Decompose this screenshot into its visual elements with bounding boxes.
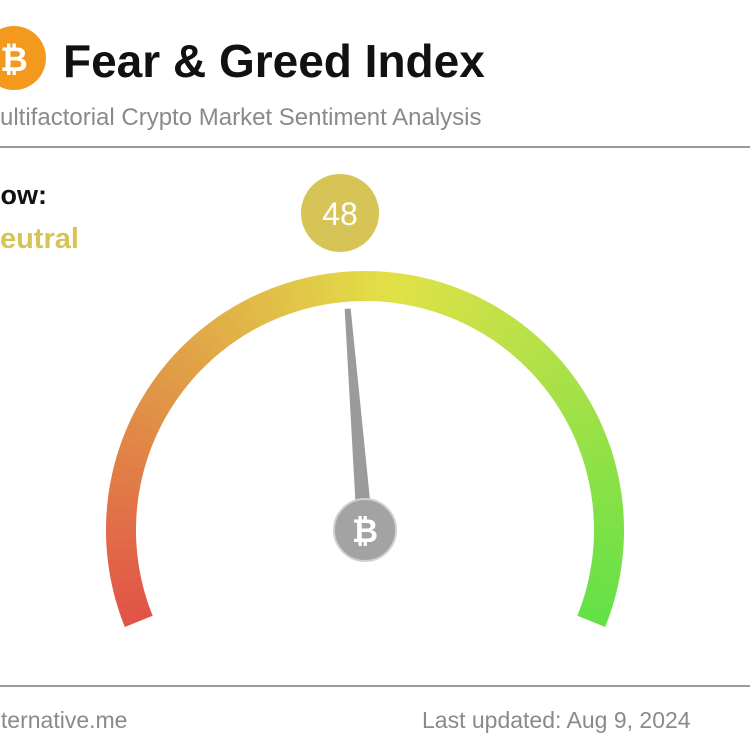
gauge-arc	[108, 482, 140, 499]
gauge-arc	[107, 557, 140, 573]
gauge-arc	[585, 461, 618, 480]
gauge-arc	[107, 493, 139, 509]
gauge-arc	[404, 274, 422, 307]
gauge-arc	[414, 277, 433, 309]
gauge-arc	[551, 380, 584, 407]
gauge-arc	[495, 317, 523, 349]
gauge-arc	[106, 505, 138, 519]
needle	[344, 308, 373, 531]
gauge-arc	[109, 567, 142, 585]
gauge-arc	[384, 271, 400, 304]
gauge-arc	[309, 274, 326, 307]
needle-hub	[333, 498, 397, 562]
gauge-arc	[135, 398, 168, 424]
gauge-arc	[590, 483, 622, 500]
gauge-arc	[503, 324, 532, 355]
gauge-arc	[546, 371, 577, 399]
gauge-arc	[586, 577, 619, 596]
gauge-arc	[588, 472, 620, 490]
gauge-arc	[120, 605, 153, 628]
source: alternative.me	[0, 707, 127, 733]
subtitle: Multifactorial Crypto Market Sentiment A…	[0, 104, 482, 131]
gauge-arc	[452, 290, 475, 323]
svg-text:₿: ₿	[0, 41, 28, 79]
gauge-arc	[331, 271, 346, 303]
gauge-arc	[182, 338, 212, 368]
gauge-arc	[217, 310, 243, 343]
updated: Last updated: Aug 9, 2024	[422, 707, 691, 733]
gauge-arc	[118, 439, 151, 460]
gauge-arc	[147, 380, 179, 407]
title: Fear & Greed Index	[63, 35, 485, 87]
gauge-arc	[580, 596, 613, 618]
gauge-arc	[110, 471, 142, 489]
gauge: ₿ 48	[106, 174, 624, 628]
gauge-arc	[167, 353, 198, 383]
gauge-arc	[114, 586, 147, 606]
gauge-arc	[588, 567, 621, 585]
gauge-arc	[190, 330, 219, 361]
gauge-arc	[592, 505, 624, 520]
gauge-arc	[117, 596, 150, 617]
gauge-arc	[106, 537, 137, 551]
gauge-arc	[153, 371, 185, 398]
gauge-arc	[111, 577, 144, 595]
hub-icon: ₿	[352, 513, 378, 549]
gauge-arc	[461, 295, 485, 327]
gauge-arc	[245, 294, 270, 327]
gauge-arc	[276, 282, 297, 315]
gauge-arc	[423, 279, 444, 312]
gauge-arc	[106, 547, 138, 562]
gauge-arc	[298, 276, 317, 309]
gauge-arc	[567, 409, 600, 433]
gauge-arc	[374, 271, 389, 302]
gauge-arc	[320, 273, 336, 305]
gauge-arc	[562, 399, 595, 424]
gauge-arc	[539, 362, 571, 391]
gauge-arc	[342, 271, 356, 302]
gauge-arc	[236, 299, 261, 332]
gauge-arc	[487, 311, 514, 343]
value-label: 48	[322, 196, 358, 232]
gauge-arc	[115, 450, 148, 470]
now-label: Now:	[0, 180, 47, 210]
gauge-arc	[130, 408, 163, 433]
gauge-arc	[572, 419, 604, 442]
gauge-arc	[226, 305, 252, 337]
gauge-arc	[442, 286, 465, 319]
value-badge	[301, 174, 379, 252]
classification: Neutral	[0, 223, 79, 255]
gauge-arc	[287, 279, 307, 312]
gauge-arc	[160, 362, 191, 390]
gauge-arc	[126, 418, 159, 442]
gauge-arc	[141, 389, 173, 415]
gauge-arc	[577, 606, 610, 628]
gauge-arc	[174, 345, 205, 375]
gauge-arc	[591, 494, 623, 510]
gauge-arc	[576, 429, 609, 452]
gauge-arc	[557, 389, 589, 416]
gauge-arc	[592, 548, 624, 563]
gauge-arc	[394, 273, 411, 305]
gauge-arc	[526, 346, 556, 376]
gauge-arc	[583, 587, 616, 607]
gauge-arc	[199, 323, 227, 355]
gauge-arc	[582, 450, 615, 470]
gauge-arc	[593, 538, 624, 552]
gauge-arc	[122, 429, 155, 451]
gauge-arc	[207, 317, 235, 348]
gauge-arc	[266, 286, 288, 319]
gauge-arc	[579, 440, 612, 461]
gauge-arc	[533, 354, 564, 383]
gauge-arc	[112, 460, 145, 480]
gauge-arc	[433, 282, 454, 315]
gauge-arc	[590, 558, 623, 574]
gauge-arc	[255, 290, 279, 323]
gauge-arc	[519, 338, 548, 368]
gauge-arc	[470, 300, 495, 332]
gauge-arc	[511, 331, 540, 362]
gauge-arc	[478, 305, 505, 337]
logo: ₿	[0, 26, 46, 90]
